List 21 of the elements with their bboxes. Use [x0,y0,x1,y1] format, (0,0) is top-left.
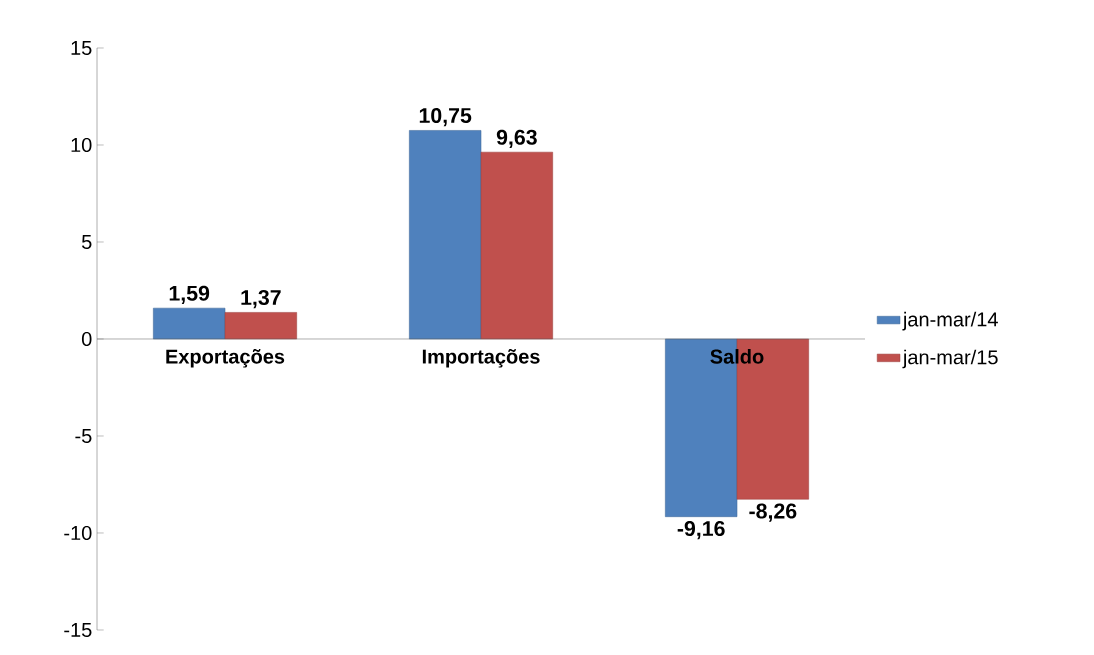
y-tick-label: 5 [81,235,92,249]
y-tick-label: 10 [71,137,92,153]
x-tick-label: Importações [422,349,540,368]
data-label: -9,16 [677,520,725,540]
data-label: -8,26 [749,503,797,522]
bar [153,307,226,340]
data-label: 1,59 [169,285,210,304]
x-tick-label: Exportações [166,349,285,368]
y-tick-label: -15 [64,623,92,637]
legend-label: jan-mar/14 [902,311,998,331]
legend-label: jan-mar/15 [902,349,998,369]
y-tick-label: -5 [75,429,92,443]
y-tick-label: -10 [64,525,92,541]
y-tick-label: 15 [71,41,92,55]
data-label: 9,63 [496,129,537,148]
bar [224,312,297,340]
data-label: 1,37 [241,289,281,309]
y-tick-label: 0 [81,331,92,347]
bar [480,151,553,340]
data-label: 10,75 [419,107,472,127]
bar [409,130,482,340]
